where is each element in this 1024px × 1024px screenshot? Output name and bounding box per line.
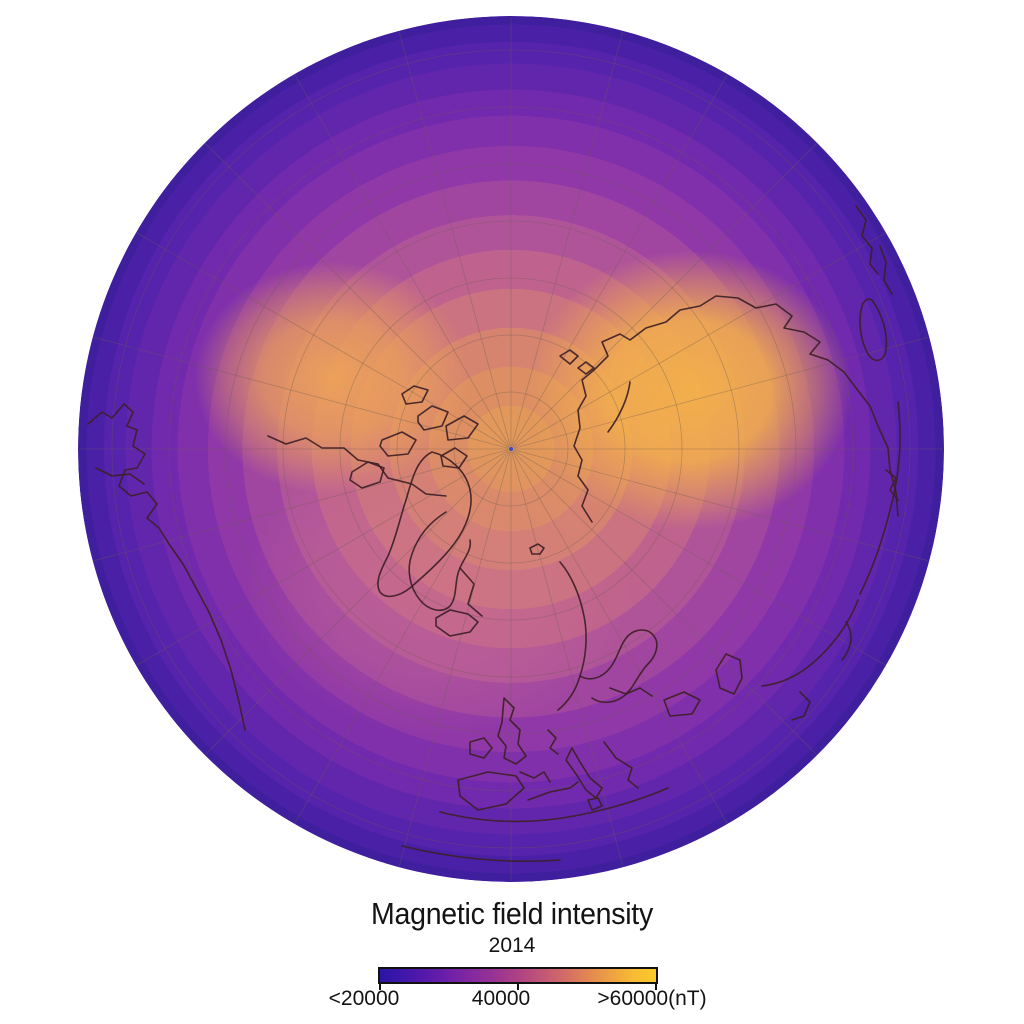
- map-title: Magnetic field intensity: [371, 896, 653, 931]
- coastline-path: [547, 729, 559, 755]
- coastline-path: [469, 737, 493, 759]
- coastline-path: [603, 741, 639, 789]
- coastline-path: [557, 561, 587, 711]
- coastline-path: [457, 771, 525, 811]
- coastlines: [87, 205, 901, 863]
- colorbar-gradient: [380, 969, 656, 982]
- coastline-path: [401, 385, 429, 405]
- coastline-path: [417, 405, 449, 431]
- north-pole-marker: [508, 446, 514, 452]
- coastline-path: [440, 447, 468, 469]
- coastline-path: [459, 567, 483, 617]
- high-intensity-lobe-canada: [194, 262, 470, 494]
- coastline-path: [715, 653, 743, 695]
- coastline-path: [573, 295, 899, 523]
- coastline-path: [791, 691, 811, 721]
- coastline-path: [885, 469, 899, 501]
- coastline-path: [855, 205, 879, 275]
- colorbar-tick-mid: [517, 984, 519, 990]
- coastline-path: [435, 609, 479, 637]
- magnetic-field-globe: [78, 16, 944, 882]
- mid-intensity-tint: [245, 435, 635, 735]
- coastline-path: [95, 467, 145, 485]
- coastline-path: [609, 687, 653, 697]
- coastline-path: [267, 435, 447, 497]
- graticule: [79, 17, 943, 881]
- coastline-path: [527, 781, 579, 801]
- coastline-path: [87, 403, 246, 731]
- coastline-path: [841, 621, 852, 661]
- coastline-path: [401, 845, 561, 863]
- coastline-path: [587, 797, 603, 811]
- coastline-path: [879, 245, 893, 295]
- coastline-path: [519, 771, 551, 783]
- colorbar-label-min: <20000: [328, 987, 400, 1010]
- coastline-path: [445, 415, 479, 441]
- coastline-path: [559, 349, 579, 365]
- coastline-path: [379, 431, 417, 457]
- coastline-path: [408, 511, 472, 612]
- colorbar-label-max: >60000(nT): [597, 987, 707, 1010]
- colorbar: [378, 967, 658, 984]
- colorbar-tick-max: [655, 984, 657, 990]
- coastline-path: [377, 451, 472, 598]
- coastline-path: [761, 599, 859, 687]
- coastline-path: [579, 629, 658, 704]
- coastline-path: [529, 543, 545, 555]
- coastline-path: [577, 361, 595, 375]
- coastline-path: [859, 401, 901, 595]
- colorbar-tick-min: [379, 984, 381, 990]
- coastline-path: [663, 691, 701, 717]
- coastline-path: [349, 461, 385, 489]
- colorbar-label-mid: 40000: [471, 987, 531, 1010]
- polar-map-figure: [78, 16, 944, 882]
- map-year: 2014: [488, 934, 536, 957]
- high-intensity-lobe-siberia: [528, 250, 852, 530]
- coastline-path: [439, 787, 669, 823]
- coastline-path: [859, 298, 888, 362]
- coastline-path: [497, 697, 527, 765]
- coastline-path: [607, 381, 631, 433]
